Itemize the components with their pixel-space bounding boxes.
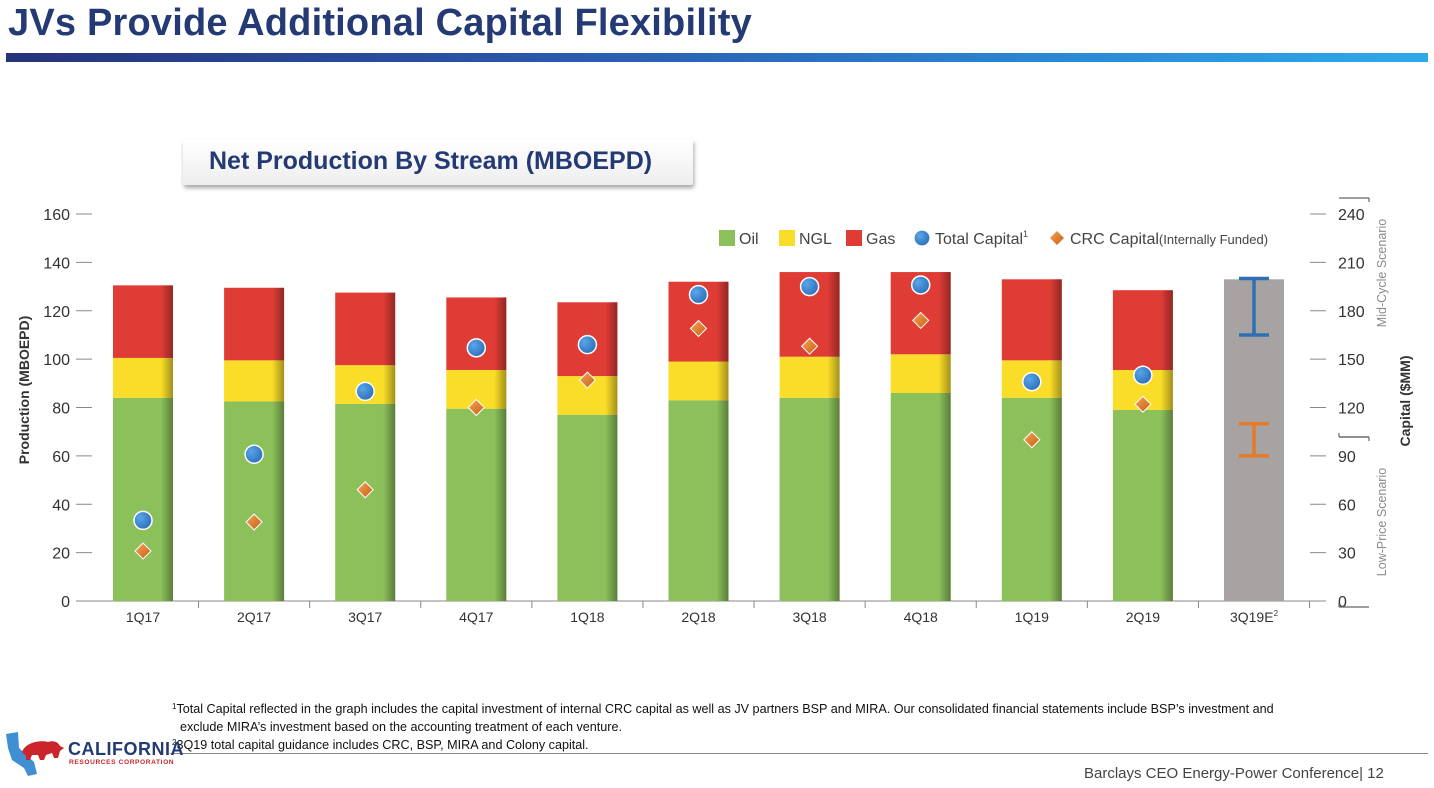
y2-tick-label: 240 bbox=[1338, 207, 1365, 224]
low-price-bracket bbox=[1338, 436, 1370, 608]
crc-capital-point-2Q19 bbox=[1134, 395, 1152, 413]
footnote-1-mark: 1 bbox=[172, 702, 177, 711]
logo-subtitle: RESOURCES CORPORATION bbox=[69, 759, 175, 766]
footnotes: 1Total Capital reflected in the graph in… bbox=[172, 700, 1402, 754]
footnote-2: 23Q19 total capital guidance includes CR… bbox=[172, 736, 1402, 754]
conference-label: Barclays CEO Energy-Power Conference| 12 bbox=[1084, 765, 1384, 782]
logo-name: CALIFORNIA bbox=[68, 739, 184, 759]
x-tick-label: 3Q19E2 bbox=[1230, 609, 1279, 625]
legend-label-ngl: NGL bbox=[799, 231, 832, 248]
total-capital-point-1Q17 bbox=[133, 510, 153, 531]
legend-superscript: 1 bbox=[1023, 229, 1028, 239]
legend-label-crc_capital: CRC Capital(Internally Funded) bbox=[1070, 231, 1268, 248]
y2-axis-label: Capital ($MM) bbox=[1397, 356, 1413, 447]
footnote-2-mark: 2 bbox=[172, 738, 177, 747]
mid-cycle-label: Mid-Cycle Scenario bbox=[1375, 219, 1389, 327]
x-tick-label: 3Q17 bbox=[348, 609, 382, 625]
footer-rule bbox=[170, 753, 1428, 754]
bar-shade-2Q19 bbox=[1112, 290, 1173, 601]
y2-tick-label: 0 bbox=[1338, 594, 1347, 611]
mid-cycle-capital-range bbox=[1239, 276, 1269, 337]
x-tick-label: 2Q17 bbox=[237, 609, 271, 625]
low-price-capital-range bbox=[1239, 421, 1269, 458]
x-tick-label: 1Q17 bbox=[126, 609, 160, 625]
crc-capital-point-3Q17 bbox=[356, 481, 374, 499]
x-tick-superscript: 2 bbox=[1274, 609, 1279, 618]
y-tick-label: 20 bbox=[52, 546, 70, 563]
crc-capital-point-2Q18 bbox=[689, 319, 708, 338]
y2-tick-label: 150 bbox=[1338, 352, 1365, 369]
total-capital-point-3Q17 bbox=[355, 381, 375, 402]
y2-tick-label: 120 bbox=[1338, 401, 1365, 418]
total-capital-point-4Q18 bbox=[910, 275, 931, 295]
chart-title: Net Production By Stream (MBOEPD) bbox=[209, 147, 653, 175]
footnote-1-line1: Total Capital reflected in the graph inc… bbox=[176, 702, 1274, 716]
x-tick-label: 3Q18 bbox=[792, 609, 826, 625]
crc-capital-point-2Q17 bbox=[245, 513, 263, 531]
bar-shade-3Q18 bbox=[779, 272, 840, 601]
x-tick-label: 1Q19 bbox=[1015, 609, 1049, 625]
total-capital-point-2Q19 bbox=[1133, 365, 1153, 385]
total-capital-point-4Q17 bbox=[466, 338, 487, 358]
total-capital-point-1Q19 bbox=[1022, 371, 1042, 392]
y-tick-label: 100 bbox=[43, 352, 70, 369]
crc-capital-point-4Q18 bbox=[911, 311, 930, 330]
low-price-label: Low-Price Scenario bbox=[1375, 468, 1389, 576]
bar-shade-3Q17 bbox=[335, 292, 396, 601]
y2-tick-label: 180 bbox=[1338, 304, 1365, 321]
y2-tick-label: 60 bbox=[1338, 497, 1356, 514]
legend-label-oil: Oil bbox=[739, 231, 759, 248]
legend-label-gas: Gas bbox=[866, 231, 895, 248]
y2-tick-label: 30 bbox=[1338, 546, 1356, 563]
total-capital-point-3Q18 bbox=[799, 276, 820, 297]
legend-swatch-ngl bbox=[779, 230, 795, 246]
legend-swatch-total-capital bbox=[913, 229, 931, 247]
crc-capital-point-1Q19 bbox=[1023, 431, 1041, 449]
legend-note: (Internally Funded) bbox=[1159, 232, 1268, 247]
x-tick-label: 2Q19 bbox=[1126, 609, 1160, 625]
crc-capital-point-1Q18 bbox=[578, 371, 597, 389]
x-tick-label: 1Q18 bbox=[570, 609, 604, 625]
total-capital-point-2Q18 bbox=[688, 284, 709, 305]
page-title: JVs Provide Additional Capital Flexibili… bbox=[8, 2, 752, 44]
y2-tick-label: 90 bbox=[1338, 449, 1356, 466]
x-tick-label: 2Q18 bbox=[681, 609, 715, 625]
legend-label-total_capital: Total Capital1 bbox=[935, 229, 1028, 248]
y-axis-label: Production (MBOEPD) bbox=[16, 316, 32, 465]
x-tick-label: 4Q17 bbox=[459, 609, 493, 625]
y-tick-label: 60 bbox=[52, 449, 70, 466]
california-bear-logo-icon bbox=[6, 732, 64, 776]
y-tick-label: 80 bbox=[52, 401, 70, 418]
x-tick-label: 4Q18 bbox=[904, 609, 938, 625]
crc-capital-point-1Q17 bbox=[134, 542, 152, 560]
crc-capital-point-3Q18 bbox=[800, 337, 819, 355]
crc-capital-point-4Q17 bbox=[467, 398, 486, 417]
legend-swatch-oil bbox=[719, 230, 735, 246]
y2-tick-label: 210 bbox=[1338, 255, 1365, 272]
bar-shade-2Q17 bbox=[224, 287, 285, 601]
chart-title-box: Net Production By Stream (MBOEPD) bbox=[183, 139, 693, 185]
y-tick-label: 0 bbox=[61, 594, 70, 611]
footnote-1: 1Total Capital reflected in the graph in… bbox=[172, 700, 1402, 718]
y-tick-label: 120 bbox=[43, 304, 70, 321]
footnote-1-continued: exclude MIRA’s investment based on the a… bbox=[180, 720, 622, 734]
production-capital-chart: 0 20 40 60 80 100 120 140 160 0 30 60 90 120 150 180 210… bbox=[16, 197, 1413, 625]
y-tick-label: 140 bbox=[43, 255, 70, 272]
legend-swatch-crc-capital bbox=[1050, 231, 1064, 245]
total-capital-point-1Q18 bbox=[577, 334, 598, 355]
legend-swatch-gas bbox=[846, 230, 862, 246]
y-tick-label: 160 bbox=[43, 207, 70, 224]
total-capital-point-2Q17 bbox=[244, 444, 264, 465]
title-rule bbox=[6, 53, 1428, 62]
footnote-2-text: 3Q19 total capital guidance includes CRC… bbox=[176, 738, 589, 752]
company-logo: CALIFORNIA RESOURCES CORPORATION bbox=[4, 728, 184, 778]
y-tick-label: 40 bbox=[52, 497, 70, 514]
